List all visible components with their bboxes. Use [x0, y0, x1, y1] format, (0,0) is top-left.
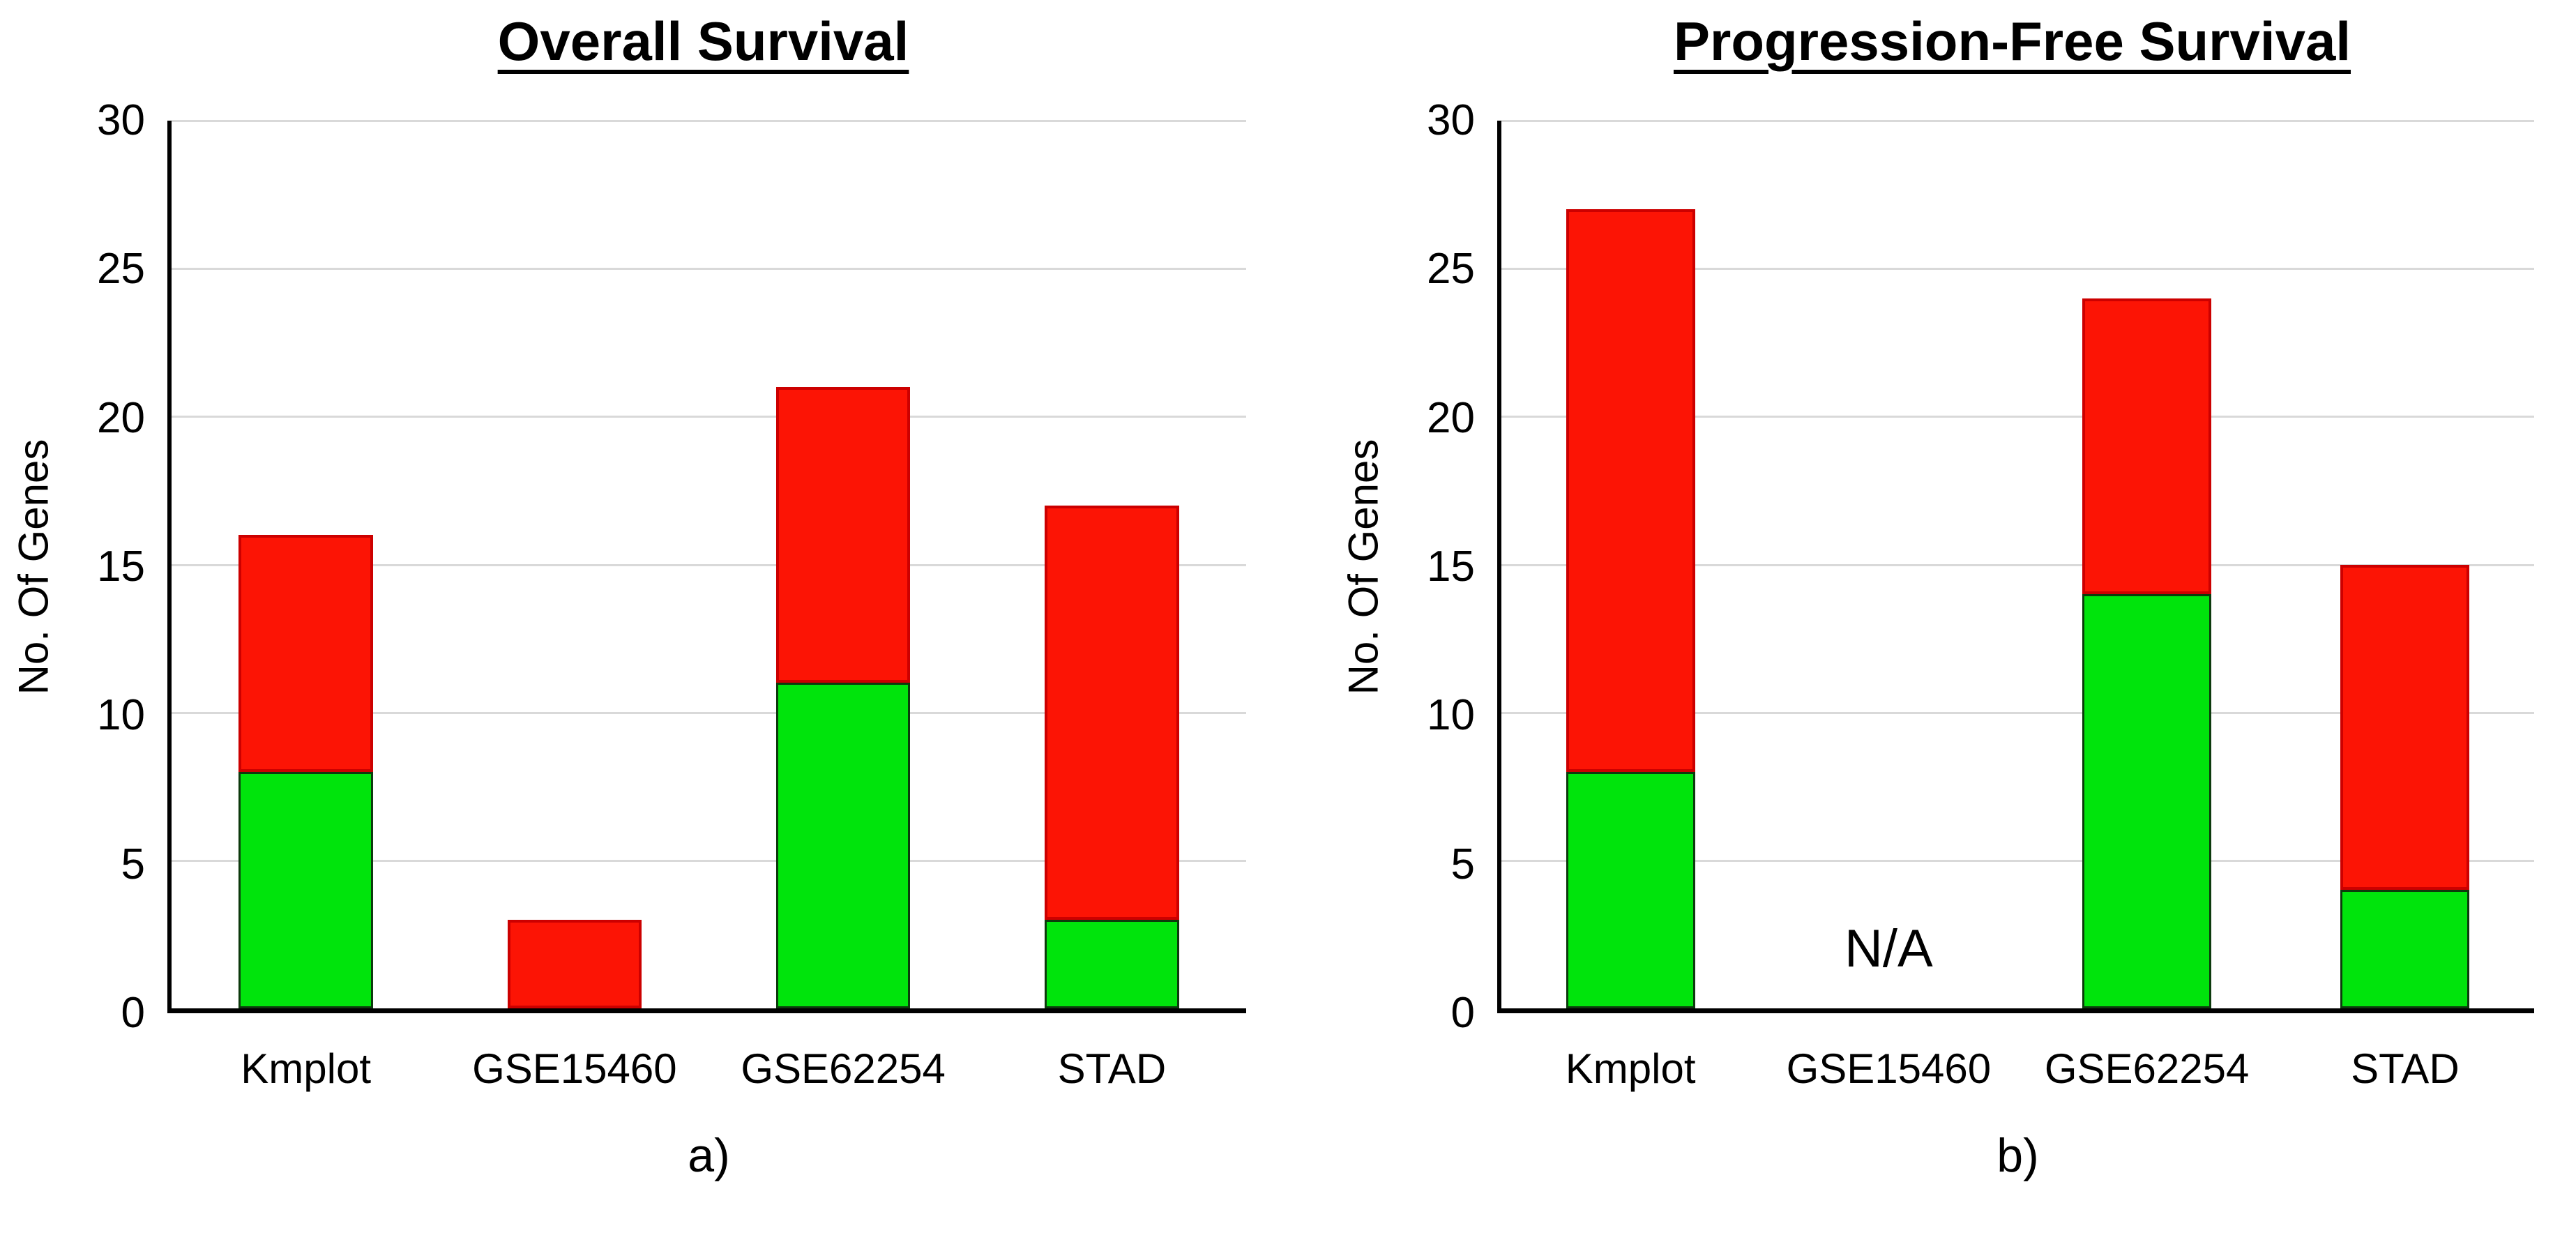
gridline — [172, 416, 1246, 418]
gridline — [172, 120, 1246, 122]
y-axis-ticks: 0 5 10 15 20 25 30 — [66, 99, 167, 1035]
bar-segment-red — [238, 535, 373, 772]
progression-free-survival-title: Progression-Free Survival — [1673, 10, 2351, 72]
category-slot-gse15460: GSE15460 N/A — [1759, 121, 2017, 1092]
progression-free-survival-chart-body: No. Of Genes 0 5 10 15 20 25 30 b) Kmplot GSE15… — [1330, 99, 2576, 1182]
y-axis-title: No. Of Genes — [1330, 121, 1396, 1013]
y-axis-title: No. Of Genes — [0, 121, 66, 1013]
y-tick-label: 20 — [1427, 393, 1475, 442]
y-axis-title-text: No. Of Genes — [10, 439, 56, 695]
x-axis-label: STAD — [2351, 1045, 2460, 1092]
overall-survival-chart-body: No. Of Genes 0 5 10 15 20 25 30 a) Kmplot GSE15… — [0, 99, 1288, 1182]
bar-segment-green — [1566, 771, 1695, 1008]
plot-area: b) Kmplot GSE15460 N/A GSE62254 STAD — [1497, 120, 2534, 1182]
gridline — [1501, 711, 2534, 714]
y-tick-label: 25 — [1427, 245, 1475, 294]
x-axis-label: GSE15460 — [1786, 1045, 1992, 1092]
gridline — [172, 711, 1246, 714]
bar-segment-red — [1045, 505, 1179, 920]
category-slot-stad: STAD — [2276, 121, 2534, 1092]
gridline — [172, 268, 1246, 271]
y-tick-label: 30 — [97, 96, 145, 144]
gridline — [172, 859, 1246, 862]
panel-caption-b: b) — [1997, 1129, 2039, 1182]
x-axis-label: GSE62254 — [741, 1045, 946, 1092]
bar-segment-red — [2082, 298, 2212, 594]
x-axis-label: GSE62254 — [2044, 1045, 2250, 1092]
y-tick-label: 30 — [1427, 96, 1475, 144]
gridline — [1501, 268, 2534, 271]
category-slot-kmplot: Kmplot — [172, 121, 440, 1092]
y-tick-label: 10 — [1427, 691, 1475, 740]
gridline — [1501, 416, 2534, 418]
bar-segment-green — [1045, 919, 1179, 1008]
y-tick-label: 5 — [1450, 840, 1475, 888]
bar-segment-red — [507, 919, 642, 1008]
y-tick-label: 25 — [97, 245, 145, 294]
na-annotation: N/A — [1844, 919, 1933, 978]
bar-segment-red — [1566, 209, 1695, 772]
x-axis-label: STAD — [1057, 1045, 1167, 1092]
gridline — [1501, 120, 2534, 122]
gridline — [172, 563, 1246, 566]
plot-area: a) Kmplot GSE15460 GSE62254 STAD — [167, 120, 1246, 1182]
category-slot-gse15460: GSE15460 — [440, 121, 709, 1092]
y-axis-ticks: 0 5 10 15 20 25 30 — [1396, 99, 1497, 1035]
x-axis-label: Kmplot — [1565, 1045, 1696, 1092]
overall-survival-panel: Overall Survival No. Of Genes 0 5 10 15 20 25… — [0, 10, 1288, 1182]
progression-free-survival-panel: Progression-Free Survival No. Of Genes 0… — [1288, 0, 2576, 1235]
category-slot-stad: STAD — [978, 121, 1246, 1092]
y-tick-label: 15 — [97, 543, 145, 591]
bar-segment-green — [2082, 593, 2212, 1008]
bar-segment-green — [775, 683, 911, 1008]
overall-survival-title: Overall Survival — [497, 10, 909, 72]
y-tick-label: 0 — [1450, 989, 1475, 1037]
gridline — [1501, 859, 2534, 862]
category-slot-gse62254: GSE62254 — [709, 121, 978, 1092]
panel-caption-a: a) — [688, 1129, 730, 1182]
y-axis-title-text: No. Of Genes — [1340, 439, 1386, 695]
category-slot-gse62254: GSE62254 — [2018, 121, 2276, 1092]
bar-segment-green — [238, 771, 373, 1008]
category-slot-kmplot: Kmplot — [1501, 121, 1759, 1092]
bar-segment-red — [775, 386, 911, 683]
y-tick-label: 15 — [1427, 543, 1475, 591]
y-tick-label: 5 — [121, 840, 145, 888]
bar-segment-red — [2340, 564, 2470, 891]
bar-segment-green — [2340, 890, 2470, 1008]
x-axis-label: Kmplot — [241, 1045, 371, 1092]
gridline — [1501, 563, 2534, 566]
x-axis-label: GSE15460 — [472, 1045, 677, 1092]
y-tick-label: 20 — [97, 393, 145, 442]
y-tick-label: 0 — [121, 989, 145, 1037]
y-tick-label: 10 — [97, 691, 145, 740]
